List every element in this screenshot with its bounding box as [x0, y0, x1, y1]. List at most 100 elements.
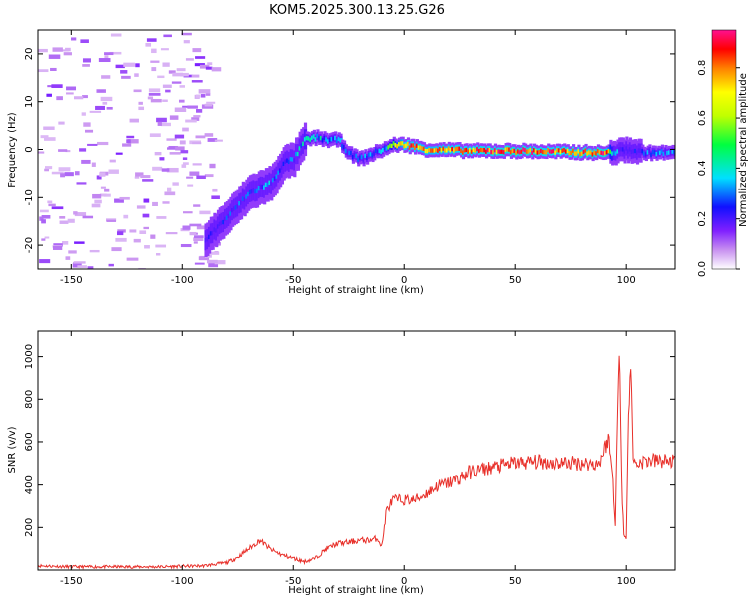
spectrogram-ridge-core: [406, 141, 411, 147]
spectrogram-noise-cell: [116, 231, 124, 236]
spectrogram-ridge-core: [323, 135, 327, 141]
spectrogram-ridge-core: [250, 189, 254, 194]
spectrogram-ridge-core: [602, 151, 606, 156]
spectrogram-noise-cell: [191, 80, 203, 83]
spectrogram-ridge-core: [595, 151, 599, 156]
spectrogram-ridge-core: [355, 153, 359, 159]
spectrogram-ridge-core: [511, 148, 515, 154]
spectrogram-noise-cell: [196, 175, 206, 180]
spectrogram-noise-cell: [189, 171, 200, 176]
snr-x-label: Height of straight line (km): [288, 585, 424, 596]
spectrogram-noise-cell: [82, 215, 94, 219]
spectrogram-ridge-core: [398, 142, 402, 147]
spectrogram-noise-cell: [194, 262, 205, 265]
spectrogram-ridge-core: [497, 149, 501, 154]
spectrogram-y-ticks: -20 -10 0 10 20: [24, 48, 675, 253]
spectrogram-x-tick-label: -50: [285, 275, 301, 286]
spectrogram-ridge-core: [364, 153, 368, 158]
spectrogram-ridge-core: [536, 150, 540, 155]
spectrogram-ridge-core: [499, 149, 503, 154]
spectrogram-noise-cell: [193, 115, 201, 118]
spectrogram-noise-cell: [193, 235, 204, 238]
snr-x-tick-label: 100: [617, 576, 636, 587]
spectrogram-noise-cell: [195, 135, 206, 139]
spectrogram-noise-cell: [187, 105, 198, 109]
spectrogram-ridge-core: [257, 186, 261, 191]
spectrogram-ridge-core: [408, 145, 412, 150]
spectrogram-ridge-core: [245, 194, 249, 199]
spectrogram-ridge-core: [342, 145, 347, 150]
spectrogram-ridge-core: [545, 150, 549, 155]
spectrogram-ridge-core: [657, 150, 661, 155]
snr-y-tick-label: 400: [24, 475, 35, 494]
spectrogram-noise-cell: [89, 110, 102, 113]
spectrogram-ridge-core: [619, 147, 624, 152]
spectrogram-ridge-core: [239, 200, 244, 205]
spectrogram-ridge-core: [485, 149, 489, 154]
spectrogram-noise-cell: [189, 223, 202, 227]
spectrogram-ridge-core: [671, 149, 675, 154]
spectrogram-ridge-core: [351, 154, 356, 160]
spectrogram-ridge-core: [673, 150, 675, 155]
spectrogram-ridge-core: [314, 137, 318, 142]
spectrogram-ridge-core: [660, 149, 664, 154]
spectrogram-noise-cell: [209, 163, 216, 169]
spectrogram-noise-cell: [73, 211, 78, 215]
spectrogram-ridge-core: [572, 148, 576, 153]
spectrogram-noise-cell: [109, 51, 122, 55]
spectrogram-noise-cell: [175, 146, 185, 151]
spectrogram-ridge-core: [273, 176, 277, 181]
spectrogram-ridge-core: [330, 137, 334, 142]
spectrogram-noise-cell: [182, 105, 189, 108]
spectrogram-ridge-core: [389, 143, 393, 148]
spectrogram-ridge-core: [618, 147, 622, 152]
colorbar-tick-label: 0.4: [697, 160, 708, 176]
spectrogram-ridge-core: [410, 143, 414, 148]
spectrogram-noise-cell: [181, 32, 192, 36]
spectrogram-ridge-core: [279, 168, 283, 173]
spectrogram-noise-cell: [104, 188, 110, 192]
spectrogram-ridge-core: [641, 149, 645, 154]
spectrogram-ridge-core: [344, 148, 348, 154]
spectrogram-noise-cell: [65, 256, 71, 260]
spectrogram-ridge-core: [318, 136, 322, 141]
spectrogram-ridge-core: [548, 149, 553, 154]
spectrogram-ridge-core: [634, 148, 638, 154]
spectrogram-noise-cell: [40, 135, 49, 139]
spectrogram-noise-cell: [47, 85, 56, 88]
spectrogram-ridge-core: [307, 136, 311, 141]
spectrogram-ridge-core: [415, 143, 419, 148]
spectrogram-ridge-core: [437, 148, 441, 153]
spectrogram-ridge-core: [369, 152, 373, 157]
spectrogram-noise-cell: [160, 122, 171, 127]
spectrogram-ridge-core: [291, 157, 295, 162]
spectrogram-ridge-core: [646, 150, 650, 155]
spectrogram-noise-cell: [56, 96, 63, 101]
spectrogram-noise-cell: [104, 52, 114, 56]
colorbar-ticks: 0.0 0.2 0.4 0.6 0.8: [697, 60, 740, 277]
spectrogram-noise-cell: [96, 175, 102, 180]
spectrogram-ridge-core: [508, 147, 512, 152]
spectrogram-noise-cell: [183, 211, 193, 214]
spectrogram-ridge-core: [500, 149, 505, 154]
spectrogram-ridge-core: [289, 157, 293, 162]
spectrogram-noise-cell: [168, 70, 176, 74]
spectrogram-ridge-core: [513, 148, 517, 154]
spectrogram-noise-cell: [52, 245, 63, 250]
spectrogram-ridge-core: [366, 155, 370, 161]
spectrogram-ridge-core: [270, 181, 274, 186]
spectrogram-noise-cell: [193, 204, 201, 207]
spectrogram-noise-cell: [207, 62, 213, 66]
spectrogram-noise-cell: [182, 162, 189, 165]
spectrogram-noise-cell: [192, 142, 202, 145]
spectrogram-ridge-core: [486, 147, 490, 153]
spectrogram-noise-cell: [206, 101, 216, 104]
spectrogram-ridge-core: [637, 148, 641, 153]
spectrogram-noise-cell: [98, 58, 111, 63]
spectrogram-noise-cell: [68, 250, 77, 254]
spectrogram-noise-cell: [206, 259, 218, 264]
spectrogram-noise-cell: [66, 92, 74, 95]
spectrogram-noise-cell: [198, 89, 211, 94]
spectrogram-noise-cell: [51, 171, 64, 175]
spectrogram-ridge-core: [428, 147, 432, 153]
